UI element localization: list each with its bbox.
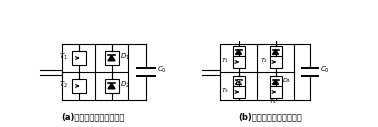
Polygon shape (235, 50, 242, 54)
Text: $C_0$: $C_0$ (157, 65, 167, 75)
Bar (232, 56, 245, 68)
Text: $D_2$: $D_2$ (121, 80, 130, 90)
Bar (232, 86, 245, 98)
Bar (270, 46, 282, 58)
Bar (270, 86, 282, 98)
Text: $T_1$: $T_1$ (221, 57, 229, 65)
Bar (71, 51, 85, 65)
Text: $T_2$: $T_2$ (260, 57, 268, 65)
Bar (104, 51, 118, 65)
Bar (270, 76, 282, 88)
Text: $C_0$: $C_0$ (320, 65, 330, 75)
Bar (71, 79, 85, 93)
Text: (a)半桥子模块旁路示意图: (a)半桥子模块旁路示意图 (61, 113, 125, 122)
Bar (232, 46, 245, 58)
Bar (270, 56, 282, 68)
Text: (b)全桥子模块旁路示意图: (b)全桥子模块旁路示意图 (238, 113, 302, 122)
Polygon shape (273, 80, 279, 84)
Text: $T_1$: $T_1$ (59, 52, 68, 62)
Polygon shape (108, 83, 115, 89)
Polygon shape (273, 50, 279, 54)
Text: $D_4$: $D_4$ (282, 77, 292, 85)
Text: $D_2$: $D_2$ (236, 79, 245, 88)
Polygon shape (235, 80, 242, 84)
Text: $T_4$: $T_4$ (269, 97, 276, 106)
Text: $T_3$: $T_3$ (221, 86, 229, 96)
Text: $T_2$: $T_2$ (59, 80, 68, 90)
Text: $D_1$: $D_1$ (121, 52, 130, 62)
Bar (104, 79, 118, 93)
Polygon shape (108, 55, 115, 61)
Bar (232, 76, 245, 88)
